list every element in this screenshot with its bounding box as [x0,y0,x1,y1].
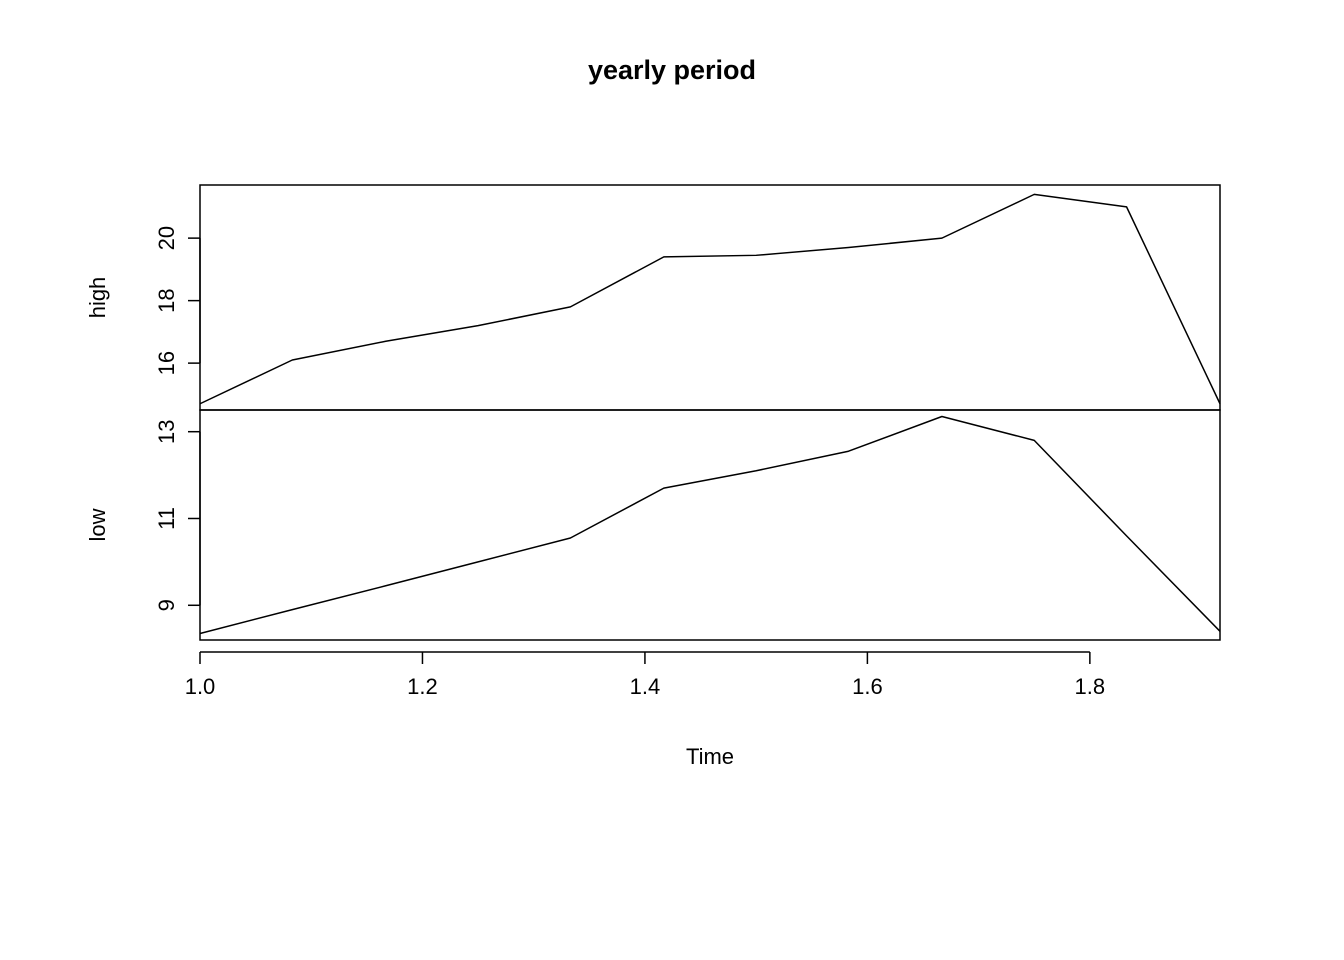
y-tick-label-high: 18 [154,288,179,312]
panel-border-high [200,185,1220,410]
x-tick-label: 1.8 [1075,674,1106,699]
x-tick-label: 1.0 [185,674,216,699]
chart-svg: 1.0 1.2 1.4 1.6 1.8 Time 16 18 20 high 9 11 13 low [0,0,1344,960]
y-tick-label-high: 20 [154,226,179,250]
x-tick-label: 1.2 [407,674,438,699]
x-tick-label: 1.6 [852,674,883,699]
x-axis-label: Time [686,744,734,769]
series-line-high [200,194,1220,403]
y-tick-label-high: 16 [154,351,179,375]
y-tick-label-low: 13 [154,419,179,443]
panel-border-low [200,410,1220,640]
series-line-low [200,417,1220,634]
x-tick-label: 1.4 [630,674,661,699]
y-axis-label-low: low [85,508,110,541]
chart-container: yearly period 1.01.21.41.61.8Time161820h… [0,0,1344,960]
y-tick-label-low: 9 [154,599,179,611]
y-tick-label-low: 11 [154,507,179,530]
y-axis-label-high: high [85,277,110,319]
